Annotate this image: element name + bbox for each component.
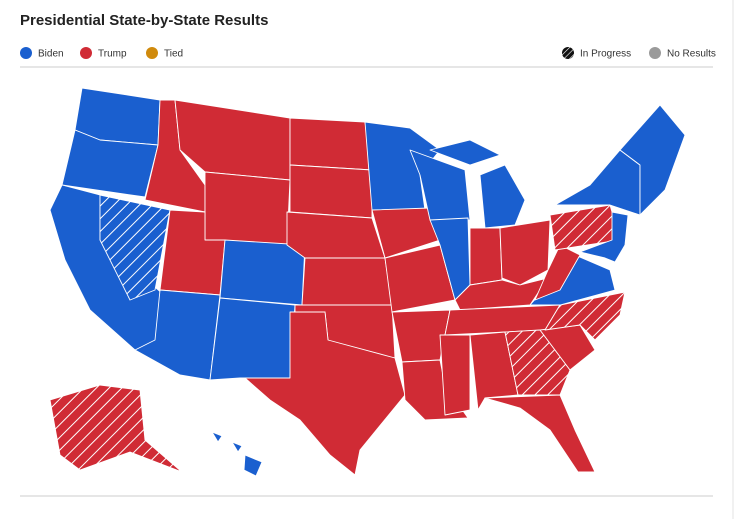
state (286, 211, 386, 259)
state (211, 431, 223, 443)
state (469, 331, 519, 411)
legend-swatch (649, 47, 661, 59)
state (231, 441, 243, 453)
state (479, 164, 526, 229)
legend-label: No Results (667, 49, 716, 60)
state (554, 149, 641, 216)
state (49, 384, 183, 473)
state (204, 171, 291, 246)
state (99, 194, 171, 301)
legend-label: In Progress (580, 49, 631, 60)
state (439, 334, 471, 416)
legend-label: Biden (38, 49, 64, 60)
state (504, 329, 571, 396)
state (469, 227, 503, 286)
state (244, 311, 406, 476)
state (579, 211, 629, 263)
state (289, 117, 373, 171)
state (219, 239, 306, 306)
legend: Biden Trump Tied In Progress No Results (20, 47, 716, 60)
state (484, 394, 596, 473)
legend-swatch (562, 47, 574, 59)
title: Presidential State-by-State Results (20, 12, 268, 29)
legend-swatch (146, 47, 158, 59)
state (619, 104, 686, 216)
state (429, 139, 501, 166)
us-map (49, 87, 686, 477)
legend-label: Trump (98, 49, 127, 60)
legend-label: Tied (164, 49, 183, 60)
legend-swatch (20, 47, 32, 59)
state (289, 164, 373, 219)
state (301, 257, 393, 306)
legend-swatch (80, 47, 92, 59)
state (499, 219, 551, 286)
state (243, 454, 263, 477)
state (209, 297, 296, 381)
